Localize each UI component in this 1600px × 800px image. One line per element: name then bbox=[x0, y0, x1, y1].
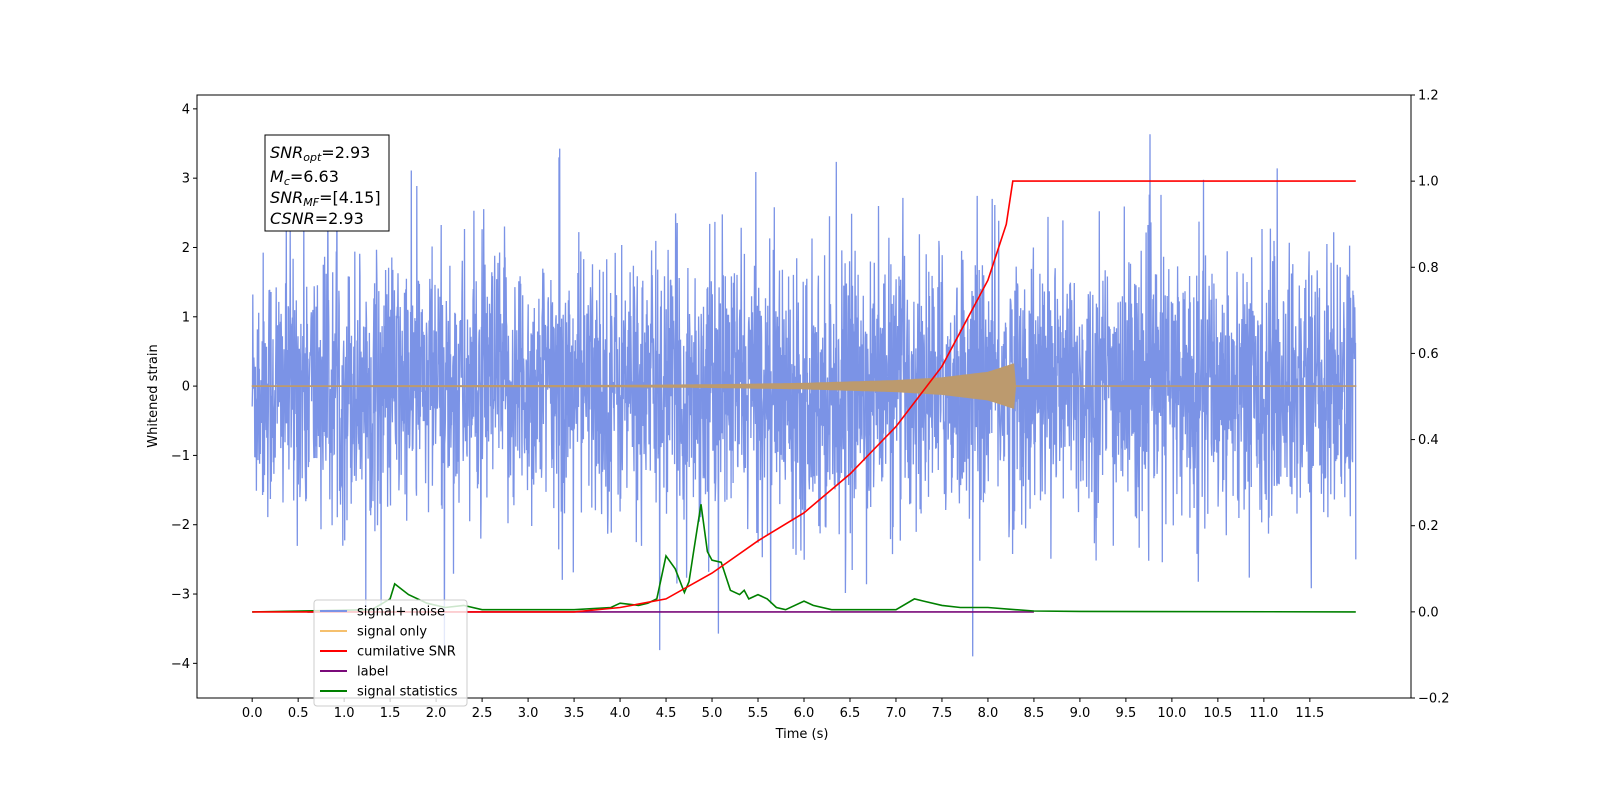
series-signal-only bbox=[251, 363, 1357, 409]
legend-label-label: label bbox=[357, 665, 388, 680]
x-tick-label: 6.5 bbox=[840, 706, 861, 721]
y-right-tick-label: 1.0 bbox=[1418, 175, 1439, 190]
x-tick-label: 6.0 bbox=[794, 706, 815, 721]
x-tick-label: 11.0 bbox=[1249, 706, 1278, 721]
series-signal-statistics bbox=[252, 504, 1356, 613]
y-right-tick-label: −0.2 bbox=[1418, 692, 1450, 707]
y-tick-label: −2 bbox=[171, 518, 190, 533]
x-tick-label: 1.5 bbox=[380, 706, 401, 721]
legend: signal+ noise signal only cumilative SNR… bbox=[313, 599, 468, 707]
legend-label-signal-noise: signal+ noise bbox=[357, 605, 445, 620]
annotation-snr-mf: SNRMF=[4.15] bbox=[270, 188, 381, 209]
y-right-tick-label: 0.4 bbox=[1418, 433, 1439, 448]
annotation-frame bbox=[264, 134, 390, 232]
y-axis-left: 4 3 2 1 0 −1 −2 −3 −4 bbox=[171, 102, 197, 672]
x-tick-label: 2.5 bbox=[472, 706, 493, 721]
stats-annotation-box: SNRopt=2.93 Mc=6.63 SNRMF=[4.15] CSNR=2.… bbox=[264, 134, 390, 232]
x-tick-label: 5.0 bbox=[702, 706, 723, 721]
x-axis-label: Time (s) bbox=[775, 727, 829, 742]
x-tick-label: 0.0 bbox=[242, 706, 263, 721]
x-tick-label: 2.0 bbox=[426, 706, 447, 721]
annotation-snr-opt: SNRopt=2.93 bbox=[270, 143, 370, 164]
x-tick-label: 9.5 bbox=[1116, 706, 1137, 721]
x-tick-label: 11.5 bbox=[1295, 706, 1324, 721]
x-axis: 0.0 0.5 1.0 1.5 2.0 2.5 3.0 3.5 4.0 4.5 5.0 5.5 6.0 6… bbox=[242, 698, 1324, 721]
x-tick-label: 9.0 bbox=[1070, 706, 1091, 721]
y-axis-label: Whitened strain bbox=[146, 344, 161, 447]
y-tick-label: 1 bbox=[182, 310, 190, 325]
x-tick-label: 3.5 bbox=[564, 706, 585, 721]
y-tick-label: 4 bbox=[182, 102, 190, 117]
legend-label-signal-statistics: signal statistics bbox=[357, 685, 458, 700]
y-axis-right: 1.2 1.0 0.8 0.6 0.4 0.2 0.0 −0.2 bbox=[1411, 89, 1450, 707]
series-signal-noise bbox=[251, 134, 1357, 657]
legend-label-cumulative-snr: cumilative SNR bbox=[357, 645, 456, 660]
x-tick-label: 4.5 bbox=[656, 706, 677, 721]
annotation-mc: Mc=6.63 bbox=[270, 167, 339, 188]
x-tick-label: 8.0 bbox=[978, 706, 999, 721]
y-right-tick-label: 0.0 bbox=[1418, 605, 1439, 620]
series-cumulative-snr bbox=[252, 180, 1356, 613]
x-tick-label: 8.5 bbox=[1024, 706, 1045, 721]
y-tick-label: −1 bbox=[171, 449, 190, 464]
y-right-tick-label: 0.2 bbox=[1418, 519, 1439, 534]
y-right-tick-label: 0.6 bbox=[1418, 347, 1439, 362]
y-right-tick-label: 0.8 bbox=[1418, 261, 1439, 276]
y-tick-label: 3 bbox=[182, 172, 190, 187]
x-tick-label: 0.5 bbox=[288, 706, 309, 721]
y-tick-label: 0 bbox=[182, 380, 190, 395]
y-right-tick-label: 1.2 bbox=[1418, 89, 1439, 104]
x-tick-label: 5.5 bbox=[748, 706, 769, 721]
x-tick-label: 10.0 bbox=[1157, 706, 1186, 721]
annotation-csnr: CSNR=2.93 bbox=[270, 209, 364, 228]
x-tick-label: 7.0 bbox=[886, 706, 907, 721]
x-tick-label: 7.5 bbox=[932, 706, 953, 721]
x-tick-label: 3.0 bbox=[518, 706, 539, 721]
legend-frame bbox=[313, 599, 468, 707]
x-tick-label: 4.0 bbox=[610, 706, 631, 721]
y-tick-label: −3 bbox=[171, 588, 190, 603]
x-tick-label: 1.0 bbox=[334, 706, 355, 721]
legend-label-signal-only: signal only bbox=[357, 625, 427, 640]
y-tick-label: 2 bbox=[182, 241, 190, 256]
x-tick-label: 10.5 bbox=[1203, 706, 1232, 721]
y-tick-label: −4 bbox=[171, 657, 190, 672]
